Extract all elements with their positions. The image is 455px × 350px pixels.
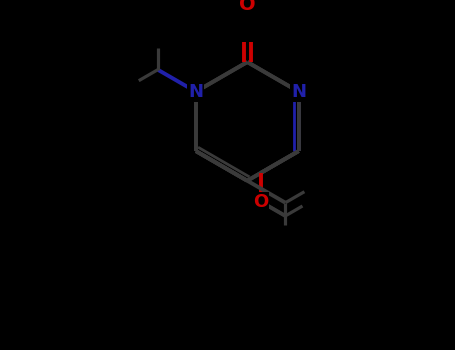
Text: N: N xyxy=(291,83,306,101)
Text: O: O xyxy=(239,0,256,14)
Text: N: N xyxy=(188,83,203,101)
Text: O: O xyxy=(253,193,268,211)
